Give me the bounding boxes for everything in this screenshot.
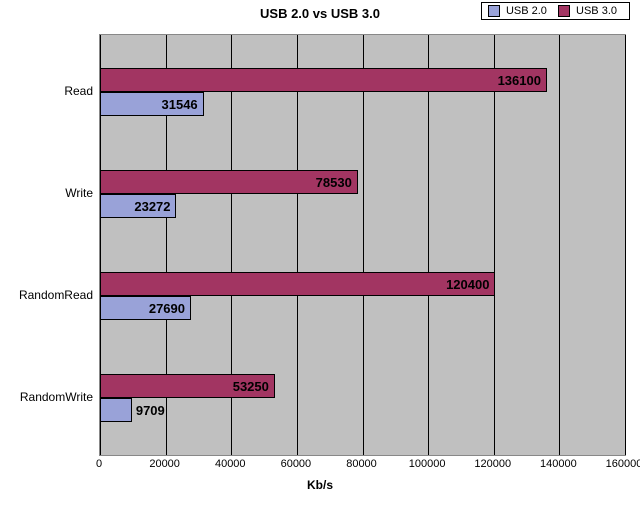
category-label: Read	[64, 84, 93, 98]
gridline	[363, 35, 364, 455]
bar-value-label: 31546	[162, 97, 198, 112]
bar-value-label: 120400	[446, 277, 489, 292]
legend-label-usb2: USB 2.0	[506, 5, 547, 17]
gridline	[494, 35, 495, 455]
bar-value-label: 23272	[134, 199, 170, 214]
x-tick-label: 40000	[215, 458, 246, 470]
x-axis-title: Kb/s	[0, 478, 640, 492]
plot-area: 136100 31546 78530 23272 120400 27690 53250 970…	[99, 34, 626, 456]
category-label: RandomWrite	[20, 390, 93, 404]
x-tick-label: 100000	[409, 458, 446, 470]
legend-item-usb3: USB 3.0	[558, 5, 617, 17]
x-tick-label: 140000	[540, 458, 577, 470]
legend-item-usb2: USB 2.0	[488, 5, 547, 17]
bar-value-label: 78530	[316, 175, 352, 190]
x-tick-label: 120000	[474, 458, 511, 470]
bar	[100, 398, 132, 422]
legend-swatch-usb3	[558, 5, 570, 17]
gridline	[297, 35, 298, 455]
chart: USB 2.0 vs USB 3.0 USB 2.0 USB 3.0 13610…	[0, 0, 640, 506]
gridline	[625, 35, 626, 455]
x-tick-label: 60000	[281, 458, 312, 470]
category-label: RandomRead	[19, 288, 93, 302]
legend-label-usb3: USB 3.0	[576, 5, 617, 17]
bar	[100, 68, 547, 92]
legend: USB 2.0 USB 3.0	[481, 2, 630, 20]
gridline	[559, 35, 560, 455]
legend-swatch-usb2	[488, 5, 500, 17]
category-label: Write	[65, 186, 93, 200]
bar-value-label: 53250	[233, 379, 269, 394]
bar-value-label: 27690	[149, 301, 185, 316]
bar	[100, 272, 495, 296]
bar-value-label: 9709	[136, 403, 165, 418]
x-tick-label: 80000	[346, 458, 377, 470]
x-tick-label: 160000	[606, 458, 640, 470]
x-tick-label: 0	[96, 458, 102, 470]
gridline	[428, 35, 429, 455]
bar-value-label: 136100	[498, 73, 541, 88]
x-tick-label: 20000	[149, 458, 180, 470]
